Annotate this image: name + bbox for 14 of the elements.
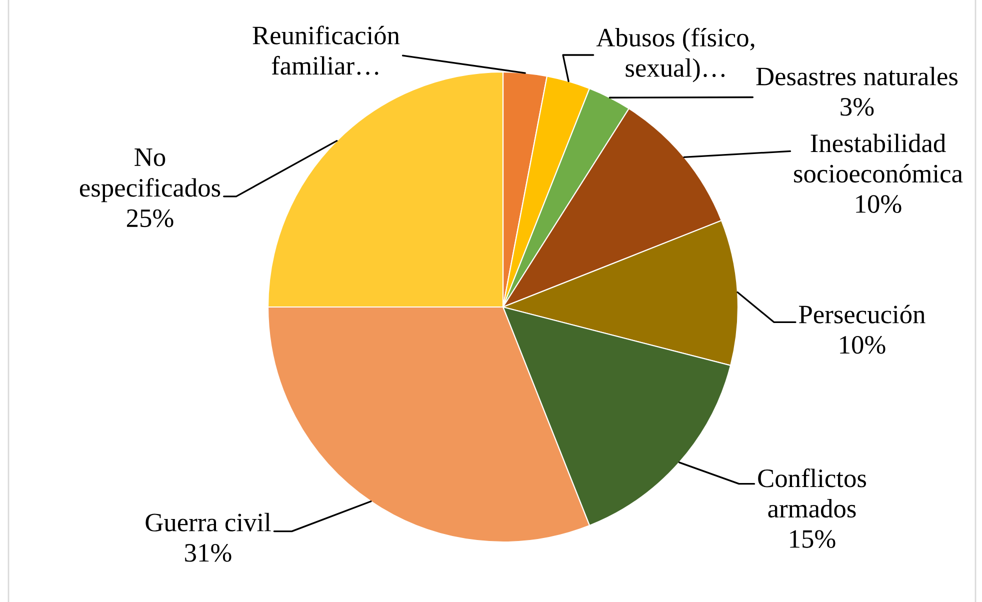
data-label: 15% [790, 530, 836, 548]
slice-label: Abusos (físico, sexual)… [596, 28, 754, 82]
slice-label: Conflictos armados [758, 468, 866, 518]
data-label: 10% [856, 195, 902, 214]
slice-label: Persecución [799, 304, 926, 324]
data-label: 10% [840, 336, 886, 354]
slice-label: Desastres naturales [756, 66, 958, 86]
slice-label: Guerra civil [146, 512, 271, 532]
data-label: 31% [185, 544, 232, 562]
slice-label: No especificados [80, 148, 220, 202]
slice-label: Inestabilidad socioeconómica [794, 134, 963, 183]
slice-label: Reunificación familiar… [252, 26, 400, 75]
data-label: 3% [840, 98, 874, 116]
data-label: 25% [126, 209, 174, 228]
